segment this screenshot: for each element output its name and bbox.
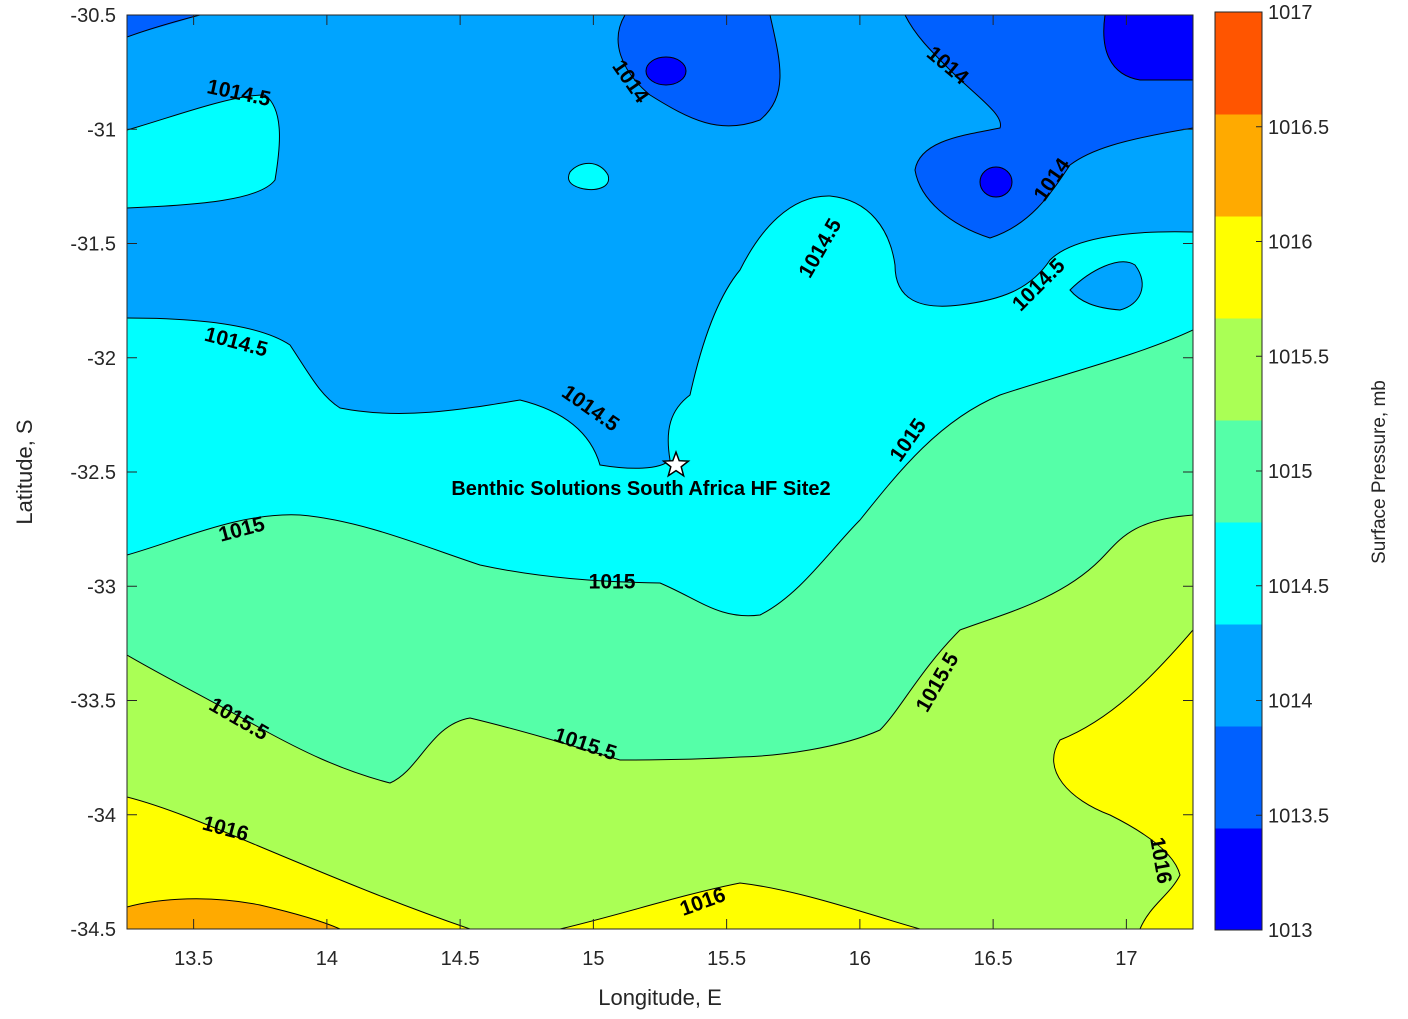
x-tick-label: 17 (1115, 948, 1137, 970)
y-tick-label: -34 (87, 805, 116, 827)
colorbar-swatch (1215, 12, 1262, 115)
colorbar-tick-label: 1016.5 (1268, 117, 1329, 139)
site-markers: Benthic Solutions South Africa HF Site2 (451, 449, 831, 500)
band-1013-low-b (980, 167, 1012, 197)
colorbar-swatch (1215, 114, 1262, 217)
band-1015 (127, 330, 1193, 783)
colorbar-tick-label: 1014.5 (1268, 576, 1329, 598)
band-1014-right-patch (1070, 261, 1143, 310)
y-tick-label: -34.5 (70, 919, 116, 941)
colorbar-swatch (1215, 420, 1262, 523)
band-1016.5-patch (127, 898, 340, 929)
colorbar-swatch (1215, 216, 1262, 319)
site-label: Benthic Solutions South Africa HF Site2 (451, 478, 830, 500)
band-1016-bottom-center (560, 883, 920, 929)
x-axis-title: Longitude, E (598, 985, 722, 1010)
band-1013.5-top (618, 15, 780, 126)
y-tick-label: -31.5 (70, 234, 116, 256)
y-tick-label: -31 (87, 119, 116, 141)
colorbar-tick-label: 1014 (1268, 691, 1313, 713)
colorbar-swatch (1215, 318, 1262, 421)
site-star-marker (661, 449, 691, 478)
colorbar-tick-label: 1016 (1268, 232, 1313, 254)
y-axis: -30.5 -31 -31.5 -32 -32.5 -33 -33.5 -34 -34.5 (70, 5, 1193, 941)
band-1016-right (1053, 630, 1193, 929)
colorbar-tick-label: 1015 (1268, 461, 1313, 483)
contour-lines (127, 15, 1193, 929)
colorbar-tick-label: 1015.5 (1268, 346, 1329, 368)
band-1014.5-main (127, 195, 1193, 616)
x-axis: 13.5 14 14.5 15 15.5 16 16.5 17 (174, 15, 1138, 970)
y-tick-label: -32.5 (70, 462, 116, 484)
colorbar-tick-label: 1013.5 (1268, 805, 1329, 827)
band-1014.5 (127, 95, 280, 208)
x-tick-label: 15 (582, 948, 604, 970)
x-tick-label: 16 (849, 948, 871, 970)
colorbar-title: Surface Pressure, mb (1369, 380, 1390, 564)
y-tick-label: -32 (87, 348, 116, 370)
band-1013.5-topleft (127, 15, 200, 37)
colorbar-swatch (1215, 726, 1262, 829)
contour-label: 1015 (589, 571, 636, 594)
x-tick-label: 16.5 (974, 948, 1013, 970)
x-tick-label: 14 (316, 948, 338, 970)
colorbar-tick-label: 1017 (1268, 2, 1313, 24)
band-1013-top-right (1103, 15, 1193, 80)
colorbar-swatch (1215, 624, 1262, 727)
x-tick-label: 15.5 (707, 948, 746, 970)
colorbar: 1013 1013.5 1014 1014.5 1015 1015.5 1016 1016.5… (1214, 2, 1329, 942)
colorbar-swatch (1215, 828, 1262, 931)
x-tick-label: 13.5 (174, 948, 213, 970)
y-tick-label: -33 (87, 576, 116, 598)
contour-fills (127, 15, 1193, 929)
band-1014-main (127, 15, 1193, 469)
colorbar-tick-label: 1013 (1268, 920, 1313, 942)
band-1013.5-right (905, 15, 1193, 238)
colorbar-swatch (1215, 522, 1262, 625)
y-tick-label: -30.5 (70, 5, 116, 27)
band-1014-small-patch (568, 163, 609, 190)
y-tick-label: -33.5 (70, 691, 116, 713)
y-axis-title: Latitude, S (12, 419, 37, 524)
x-tick-label: 14.5 (441, 948, 480, 970)
band-1013-low-a (646, 57, 686, 85)
